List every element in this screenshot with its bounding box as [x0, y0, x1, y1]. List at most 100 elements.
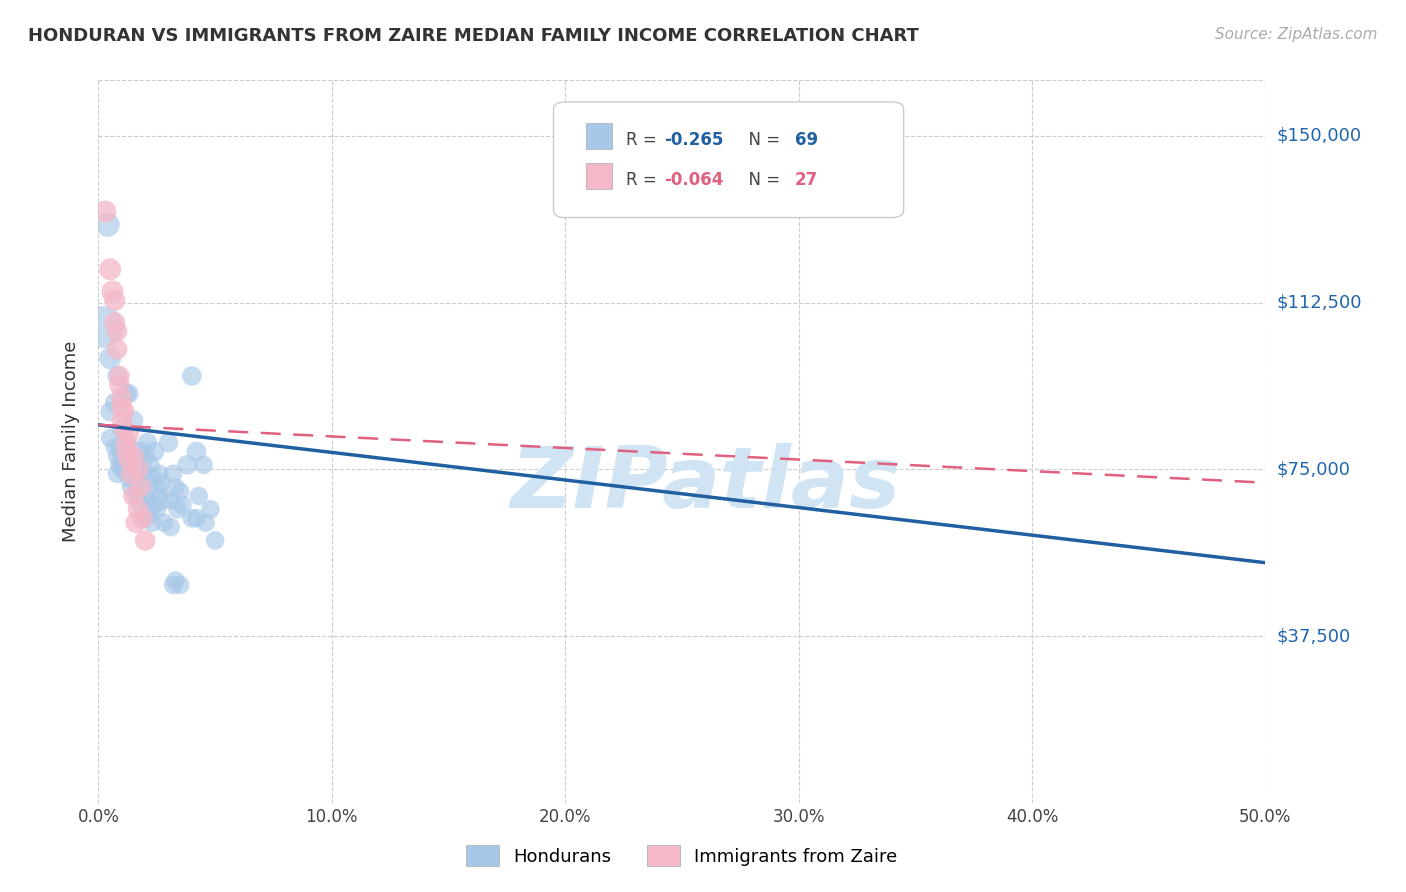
Point	[120, 467, 142, 481]
Point	[105, 467, 128, 481]
Point	[136, 435, 159, 450]
Point	[104, 395, 127, 409]
Point	[105, 325, 128, 339]
Point	[118, 440, 141, 454]
Point	[132, 511, 155, 525]
Point	[127, 475, 149, 490]
Point	[104, 440, 127, 454]
Point	[152, 516, 174, 530]
Point	[118, 471, 141, 485]
Point	[143, 498, 166, 512]
Point	[108, 458, 131, 472]
Point	[129, 444, 152, 458]
Point	[98, 351, 121, 366]
Point	[112, 422, 135, 436]
Bar	[586, 163, 612, 189]
Point	[104, 316, 127, 330]
Point	[194, 516, 217, 530]
Point	[166, 502, 188, 516]
Point	[105, 449, 128, 463]
Point	[91, 320, 114, 334]
Point	[105, 343, 128, 357]
Point	[101, 285, 124, 299]
Point	[139, 458, 162, 472]
Point	[200, 502, 222, 516]
Bar	[586, 123, 612, 149]
Point	[97, 218, 120, 232]
Text: N =: N =	[738, 131, 786, 149]
Point	[146, 502, 169, 516]
Point	[134, 489, 156, 503]
Point	[129, 480, 152, 494]
Point	[112, 404, 135, 418]
Point	[165, 574, 187, 588]
Point	[204, 533, 226, 548]
Point	[165, 480, 187, 494]
Point	[159, 493, 181, 508]
Point	[150, 475, 173, 490]
Text: -0.064: -0.064	[665, 171, 724, 189]
Point	[159, 520, 181, 534]
Point	[120, 480, 142, 494]
Point	[98, 431, 121, 445]
Point	[104, 293, 127, 308]
Point	[193, 458, 215, 472]
Point	[127, 502, 149, 516]
Point	[118, 426, 141, 441]
Point	[187, 489, 209, 503]
Point	[98, 262, 121, 277]
Point	[115, 453, 138, 467]
Point	[186, 511, 208, 525]
Point	[98, 404, 121, 418]
Text: N =: N =	[738, 171, 786, 189]
Text: $37,500: $37,500	[1277, 627, 1351, 645]
Text: $150,000: $150,000	[1277, 127, 1361, 145]
Point	[129, 498, 152, 512]
Point	[141, 471, 163, 485]
Point	[141, 516, 163, 530]
Point	[169, 484, 191, 499]
Point	[112, 444, 135, 458]
Point	[162, 578, 184, 592]
Point	[105, 368, 128, 383]
Point	[111, 462, 134, 476]
Point	[115, 444, 138, 458]
Point	[122, 413, 145, 427]
Text: ZIPatlas: ZIPatlas	[510, 443, 900, 526]
Point	[134, 533, 156, 548]
Point	[127, 462, 149, 476]
Point	[148, 489, 170, 503]
Point	[152, 493, 174, 508]
Point	[118, 386, 141, 401]
Point	[111, 422, 134, 436]
Point	[169, 578, 191, 592]
Point	[125, 516, 148, 530]
Point	[157, 435, 180, 450]
Point	[180, 368, 202, 383]
Text: 27: 27	[796, 171, 818, 189]
Point	[111, 453, 134, 467]
Point	[111, 391, 134, 405]
Point	[162, 467, 184, 481]
Text: HONDURAN VS IMMIGRANTS FROM ZAIRE MEDIAN FAMILY INCOME CORRELATION CHART: HONDURAN VS IMMIGRANTS FROM ZAIRE MEDIAN…	[28, 27, 920, 45]
FancyBboxPatch shape	[554, 102, 904, 218]
Text: R =: R =	[626, 171, 662, 189]
Point	[115, 435, 138, 450]
Point	[186, 444, 208, 458]
Text: 69: 69	[796, 131, 818, 149]
Point	[108, 368, 131, 383]
Point	[94, 204, 117, 219]
Point	[122, 449, 145, 463]
Text: -0.265: -0.265	[665, 131, 724, 149]
Point	[108, 377, 131, 392]
Point	[136, 493, 159, 508]
Point	[118, 453, 141, 467]
Point	[148, 467, 170, 481]
Point	[143, 444, 166, 458]
Point	[180, 511, 202, 525]
Point	[111, 400, 134, 414]
Text: $75,000: $75,000	[1277, 460, 1351, 478]
Y-axis label: Median Family Income: Median Family Income	[62, 341, 80, 542]
Point	[112, 462, 135, 476]
Point	[108, 440, 131, 454]
